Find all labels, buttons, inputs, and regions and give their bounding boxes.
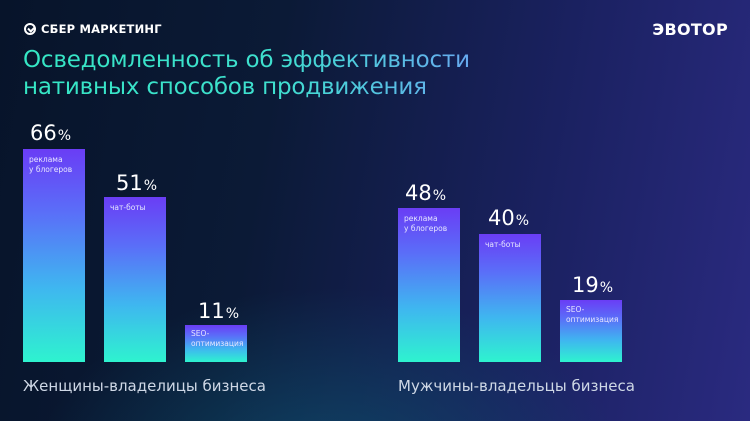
bar-label: чат-боты [485, 240, 521, 249]
bar-value: 66% [30, 121, 72, 145]
group-label-men: Мужчины-владельцы бизнеса [398, 377, 635, 395]
group-label-women: Женщины-владелицы бизнеса [23, 377, 266, 395]
chart-title-line-2: нативных способов продвижения [23, 74, 427, 100]
bar-label: чат-боты [110, 203, 146, 212]
bar-label: реклама у блогеров [404, 214, 448, 233]
bar-value: 11% [198, 299, 240, 323]
sber-marketing-logo-text: СБЕР МАРКЕТИНГ [41, 22, 162, 36]
bar-label: SEO- оптимизация [566, 305, 619, 324]
bar-men-bloggers: реклама у блогеров [398, 208, 460, 362]
chart-title-line-1: Осведомленность об эффективности [23, 47, 470, 73]
chart-title: Осведомленность об эффективности нативны… [23, 47, 483, 101]
bar-label: SEO- оптимизация [191, 329, 244, 348]
sber-check-icon [24, 23, 36, 35]
bar-women-bloggers: реклама у блогеров [23, 149, 85, 362]
bar-value: 40% [488, 206, 530, 230]
bar-value: 19% [572, 273, 614, 297]
bar-label: реклама у блогеров [29, 155, 73, 174]
bar-value: 48% [405, 181, 447, 205]
bar-men-seo: SEO- оптимизация [560, 300, 622, 362]
bar-men-chatbots: чат-боты [479, 234, 541, 362]
bar-women-seo: SEO- оптимизация [185, 325, 247, 362]
evotor-logo: ЭВОТОР [652, 20, 728, 39]
bar-women-chatbots: чат-боты [104, 197, 166, 362]
bar-value: 51% [116, 171, 158, 195]
sber-marketing-logo: СБЕР МАРКЕТИНГ [24, 22, 162, 36]
